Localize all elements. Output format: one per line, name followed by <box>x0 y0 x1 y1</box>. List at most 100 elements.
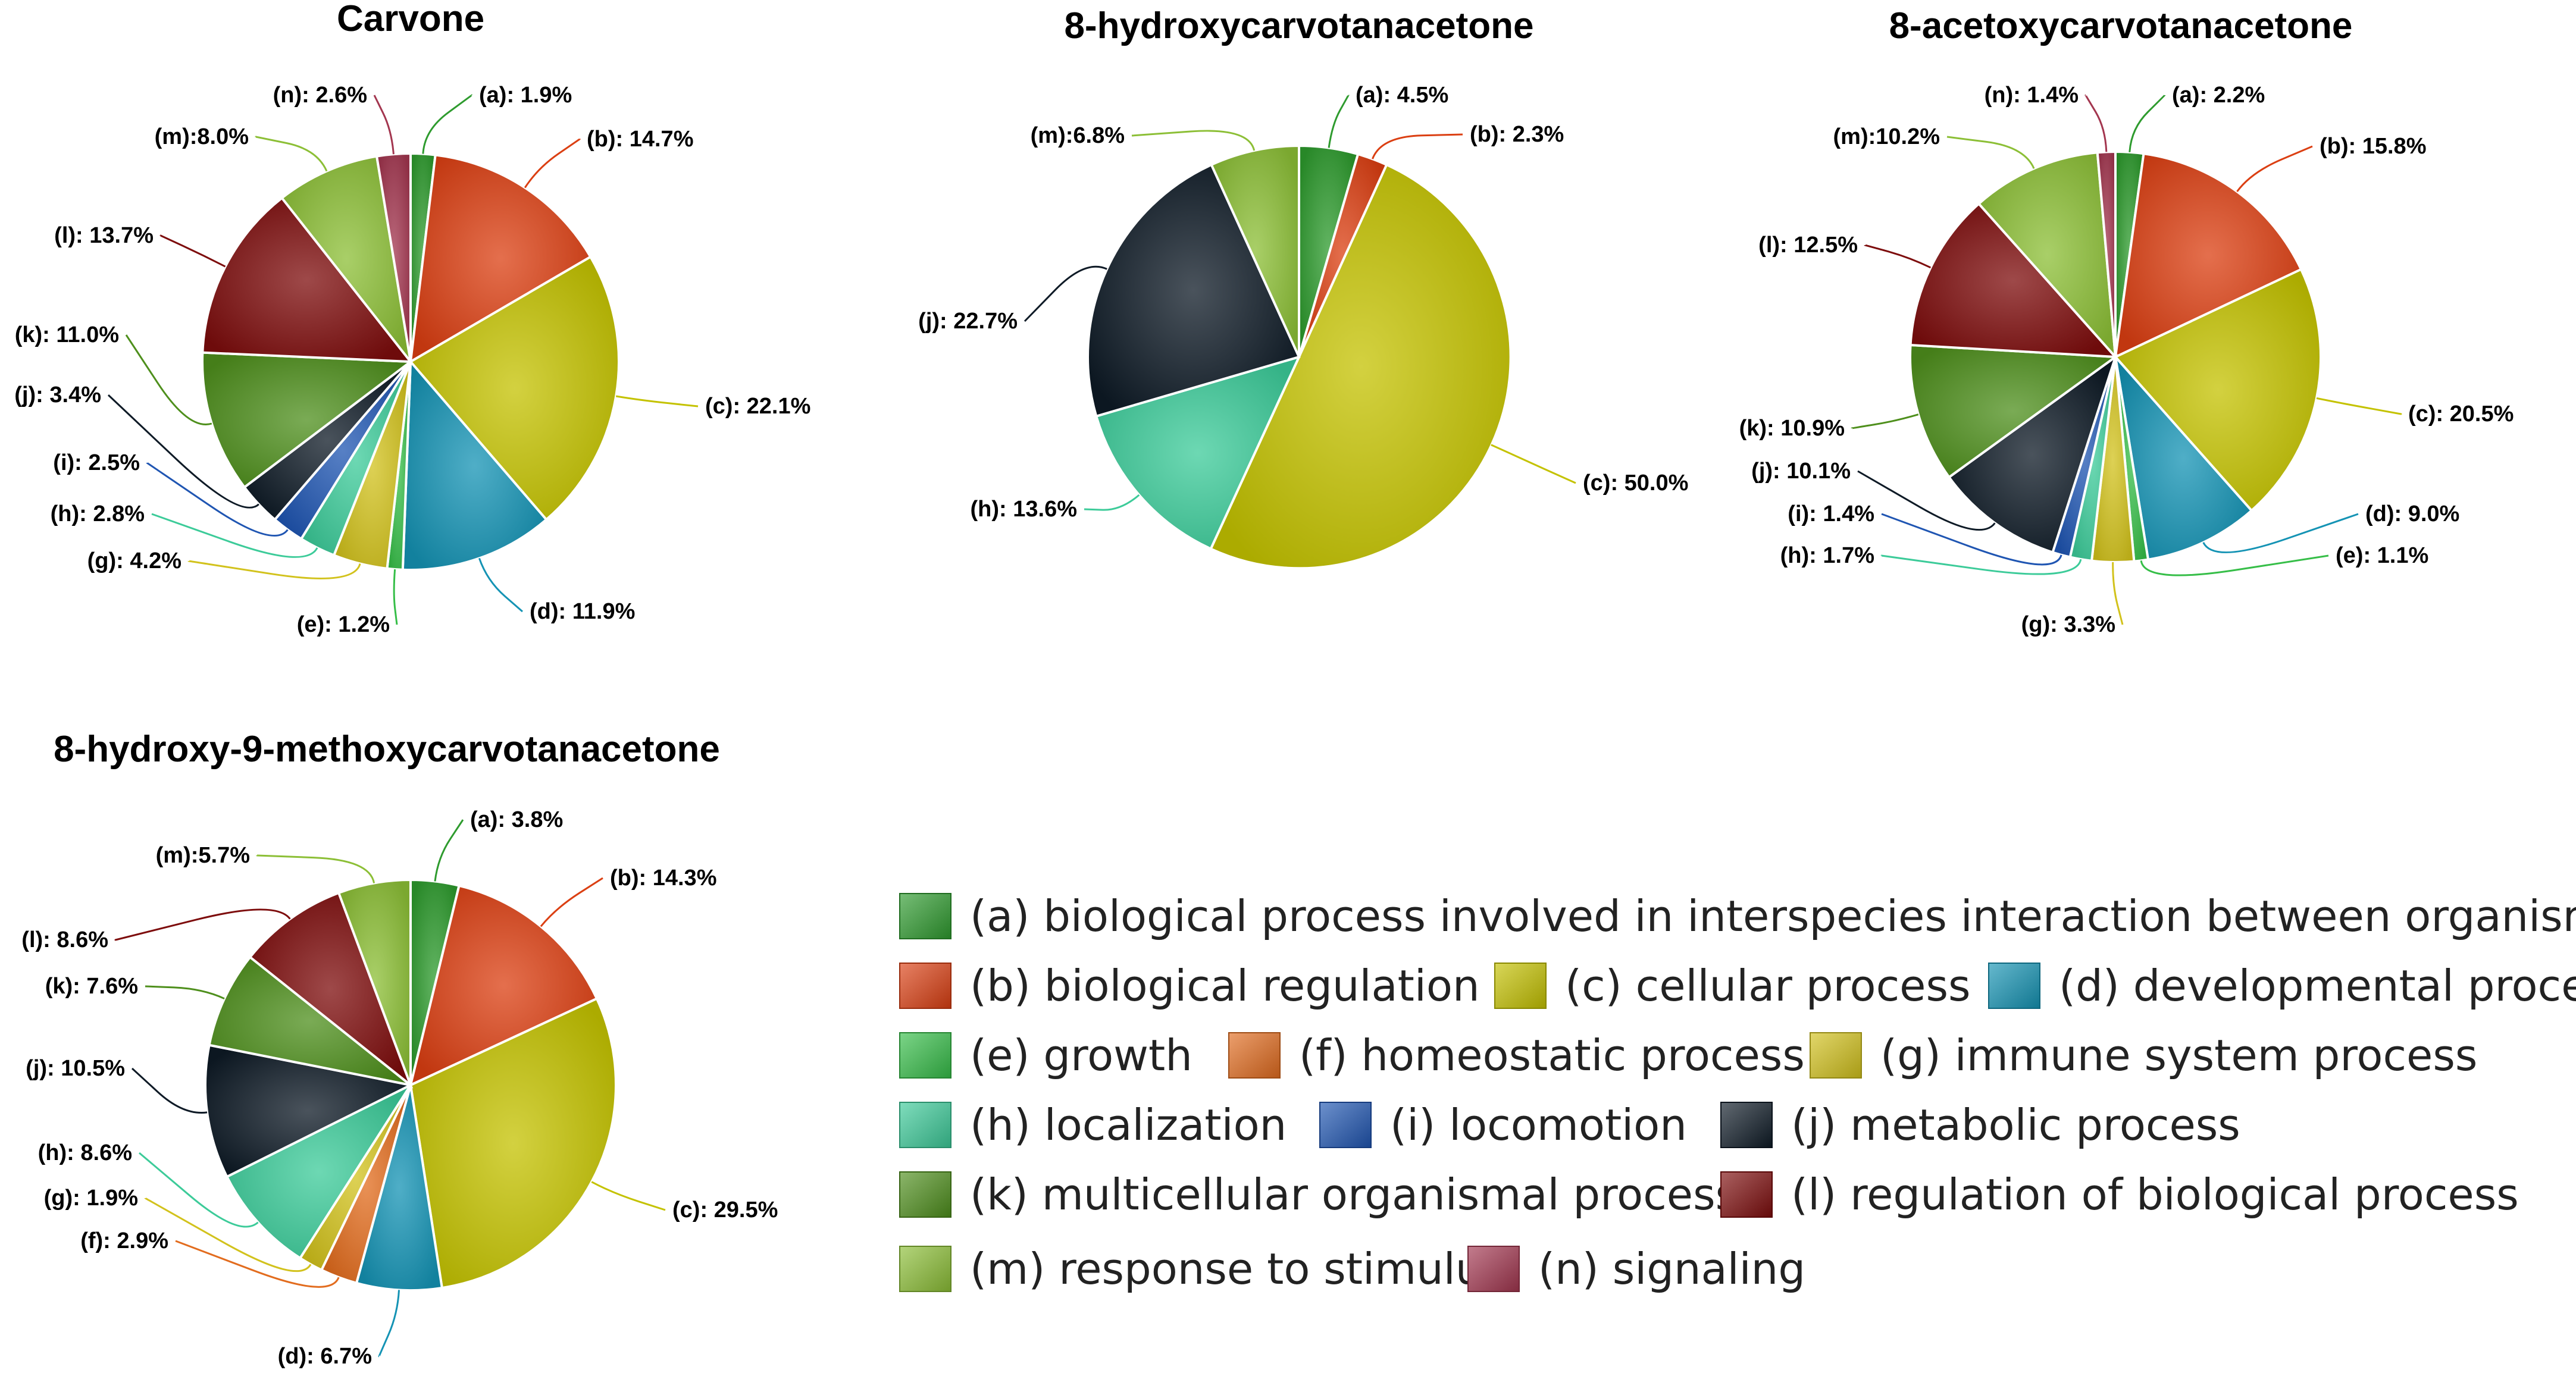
data-label-a: (a): 2.2% <box>2172 83 2265 108</box>
legend-item-l: (l) regulation of biological process <box>1720 1170 2519 1220</box>
data-label-b: (b): 14.7% <box>587 127 693 152</box>
data-label-b: (b): 15.8% <box>2320 134 2426 159</box>
legend: (a) biological process involved in inter… <box>899 891 2576 1294</box>
legend-swatch-l <box>1720 1171 1773 1218</box>
leader-line-d <box>2202 513 2359 554</box>
chart-title: Carvone <box>337 0 484 39</box>
data-label-c: (c): 22.1% <box>705 394 810 419</box>
data-label-d: (d): 6.7% <box>278 1344 372 1369</box>
pie-slice-b <box>2114 152 2303 359</box>
leader-line-h <box>151 513 318 558</box>
data-label-c: (c): 29.5% <box>672 1198 778 1222</box>
legend-swatch-b <box>899 963 951 1009</box>
legend-item-c: (c) cellular process <box>1494 961 1970 1011</box>
data-label-i: (i): 2.5% <box>53 450 140 475</box>
pie-slice-j <box>1087 163 1301 418</box>
leader-line-b <box>2236 145 2313 192</box>
legend-swatch-e <box>899 1032 951 1079</box>
legend-item-n: (n) signaling <box>1467 1244 1805 1294</box>
pie-slice-m <box>1977 151 2117 361</box>
data-label-j: (j): 10.1% <box>1751 459 1851 484</box>
pie-chart-8-acetoxycarvotanacetone: 8-acetoxycarvotanacetone (a): 2.2% (b): 1… <box>1739 5 2514 637</box>
pie-slice-n <box>2096 150 2117 358</box>
leader-line-b <box>524 138 581 189</box>
leader-line-c <box>615 395 699 407</box>
legend-label-j: (j) metabolic process <box>1791 1100 2240 1150</box>
legend-label-k: (k) multicellular organismal process <box>970 1170 1738 1220</box>
pie-slice-c <box>408 255 620 522</box>
legend-label-l: (l) regulation of biological process <box>1791 1170 2519 1220</box>
leader-line-i <box>1881 513 2062 566</box>
leader-line-h <box>1880 554 2082 575</box>
pie-slice-d <box>401 358 548 571</box>
legend-item-m: (m) response to stimulus <box>899 1244 1505 1294</box>
legend-label-c: (c) cellular process <box>1565 961 1970 1011</box>
legend-item-e: (e) growth <box>899 1030 1192 1080</box>
legend-item-b: (b) biological regulation <box>899 961 1480 1011</box>
legend-label-m: (m) response to stimulus <box>970 1244 1505 1294</box>
leader-line-h <box>1084 494 1140 511</box>
data-label-d: (d): 9.0% <box>2365 501 2459 526</box>
leader-line-n <box>2084 94 2108 152</box>
leader-line-m <box>256 854 375 883</box>
pie-slice-d <box>2113 353 2253 561</box>
data-label-c: (c): 20.5% <box>2408 402 2514 427</box>
pie-slice-l <box>248 891 414 1089</box>
data-label-h: (h): 8.6% <box>38 1140 132 1165</box>
pie-slice-k <box>201 351 414 489</box>
data-label-h: (h): 13.6% <box>971 497 1077 522</box>
legend-swatch-g <box>1810 1032 1862 1079</box>
pie-slice-k <box>1909 343 2119 479</box>
leader-line-g <box>187 560 361 579</box>
leader-line-m <box>1946 136 2035 169</box>
leader-line-m <box>1131 130 1256 151</box>
pie-slice-h <box>225 1082 414 1260</box>
data-label-m: (m):8.0% <box>155 124 249 149</box>
leader-line-k <box>144 985 225 1000</box>
leader-line-e <box>393 569 398 625</box>
legend-swatch-n <box>1467 1246 1520 1292</box>
data-label-k: (k): 7.6% <box>45 974 138 999</box>
legend-label-e: (e) growth <box>970 1030 1192 1080</box>
data-label-e: (e): 1.1% <box>2336 543 2428 568</box>
pie-slice-l <box>201 196 414 363</box>
leader-line-l <box>114 908 291 941</box>
legend-label-n: (n) signaling <box>1538 1244 1805 1294</box>
legend-item-f: (f) homeostatic process <box>1228 1030 1805 1080</box>
legend-label-g: (g) immune system process <box>1880 1030 2477 1080</box>
pie-chart-carvone: Carvone (a): 1.9% (b): 14.7% (c): 22.1% (d)… <box>14 0 810 637</box>
leader-line-g <box>2112 562 2124 625</box>
leader-line-n <box>373 95 395 155</box>
pie-slice-j <box>204 1043 415 1178</box>
leader-line-i <box>146 462 289 537</box>
leader-line-d <box>378 1290 400 1358</box>
leader-line-b <box>540 877 603 927</box>
leader-line-c <box>591 1181 666 1211</box>
legend-swatch-j <box>1720 1102 1773 1148</box>
legend-item-i: (i) locomotion <box>1319 1100 1687 1150</box>
data-label-j: (j): 22.7% <box>918 309 1018 334</box>
legend-swatch-d <box>1988 963 2040 1009</box>
legend-swatch-f <box>1228 1032 1281 1079</box>
data-label-c: (c): 50.0% <box>1583 471 1688 496</box>
leader-line-e <box>2140 554 2329 576</box>
pie-chart-8-hydroxy-9-methoxycarvotanacetone: 8-hydroxy-9-methoxycarvotanacetone (a): … <box>21 729 778 1369</box>
legend-swatch-k <box>899 1171 951 1218</box>
leader-line-k <box>1851 413 1919 430</box>
data-label-k: (k): 11.0% <box>15 322 119 347</box>
legend-item-j: (j) metabolic process <box>1720 1100 2240 1150</box>
chart-title: 8-hydroxy-9-methoxycarvotanacetone <box>54 729 720 770</box>
leader-line-j <box>1023 265 1107 322</box>
data-label-m: (m):10.2% <box>1833 124 1940 149</box>
legend-label-i: (i) locomotion <box>1390 1100 1687 1150</box>
leader-line-g <box>144 1197 312 1272</box>
legend-swatch-i <box>1319 1102 1372 1148</box>
leader-line-m <box>255 136 328 172</box>
pie-chart-8-hydroxycarvotanacetone: 8-hydroxycarvotanacetone (a): 4.5% (b): 2… <box>918 5 1688 570</box>
legend-swatch-h <box>899 1102 951 1148</box>
leader-line-h <box>139 1152 259 1228</box>
data-label-g: (g): 3.3% <box>2021 612 2115 637</box>
data-label-l: (l): 12.5% <box>1758 233 1858 258</box>
legend-label-a: (a) biological process involved in inter… <box>970 891 2576 941</box>
leader-line-b <box>1372 133 1464 159</box>
